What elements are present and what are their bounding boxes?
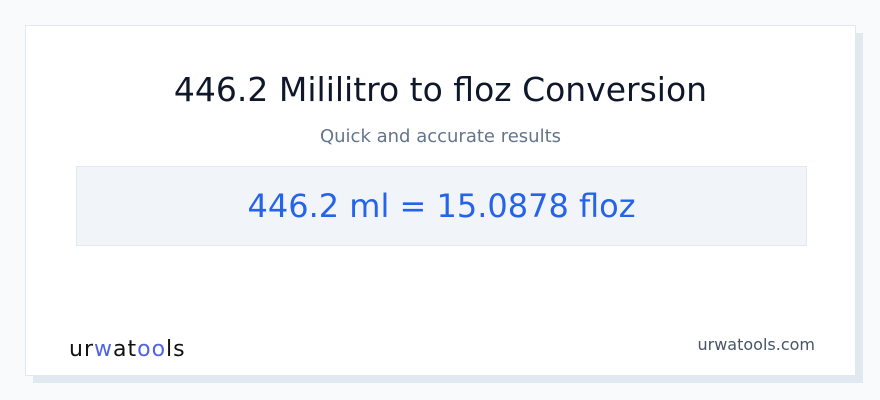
logo-text: w [94, 337, 113, 362]
logo-text: oo [137, 337, 167, 362]
logo-text: at [113, 337, 138, 362]
urwatools-logo: urwatools [69, 337, 186, 362]
conversion-card: 446.2 Mililitro to floz Conversion Quick… [25, 25, 856, 376]
conversion-result: 446.2 ml = 15.0878 floz [76, 166, 807, 246]
logo-text: ur [69, 337, 94, 362]
site-url: urwatools.com [697, 335, 816, 354]
page-title: 446.2 Mililitro to floz Conversion [173, 70, 708, 109]
subtitle: Quick and accurate results [319, 126, 562, 147]
logo-text: ls [166, 337, 186, 362]
